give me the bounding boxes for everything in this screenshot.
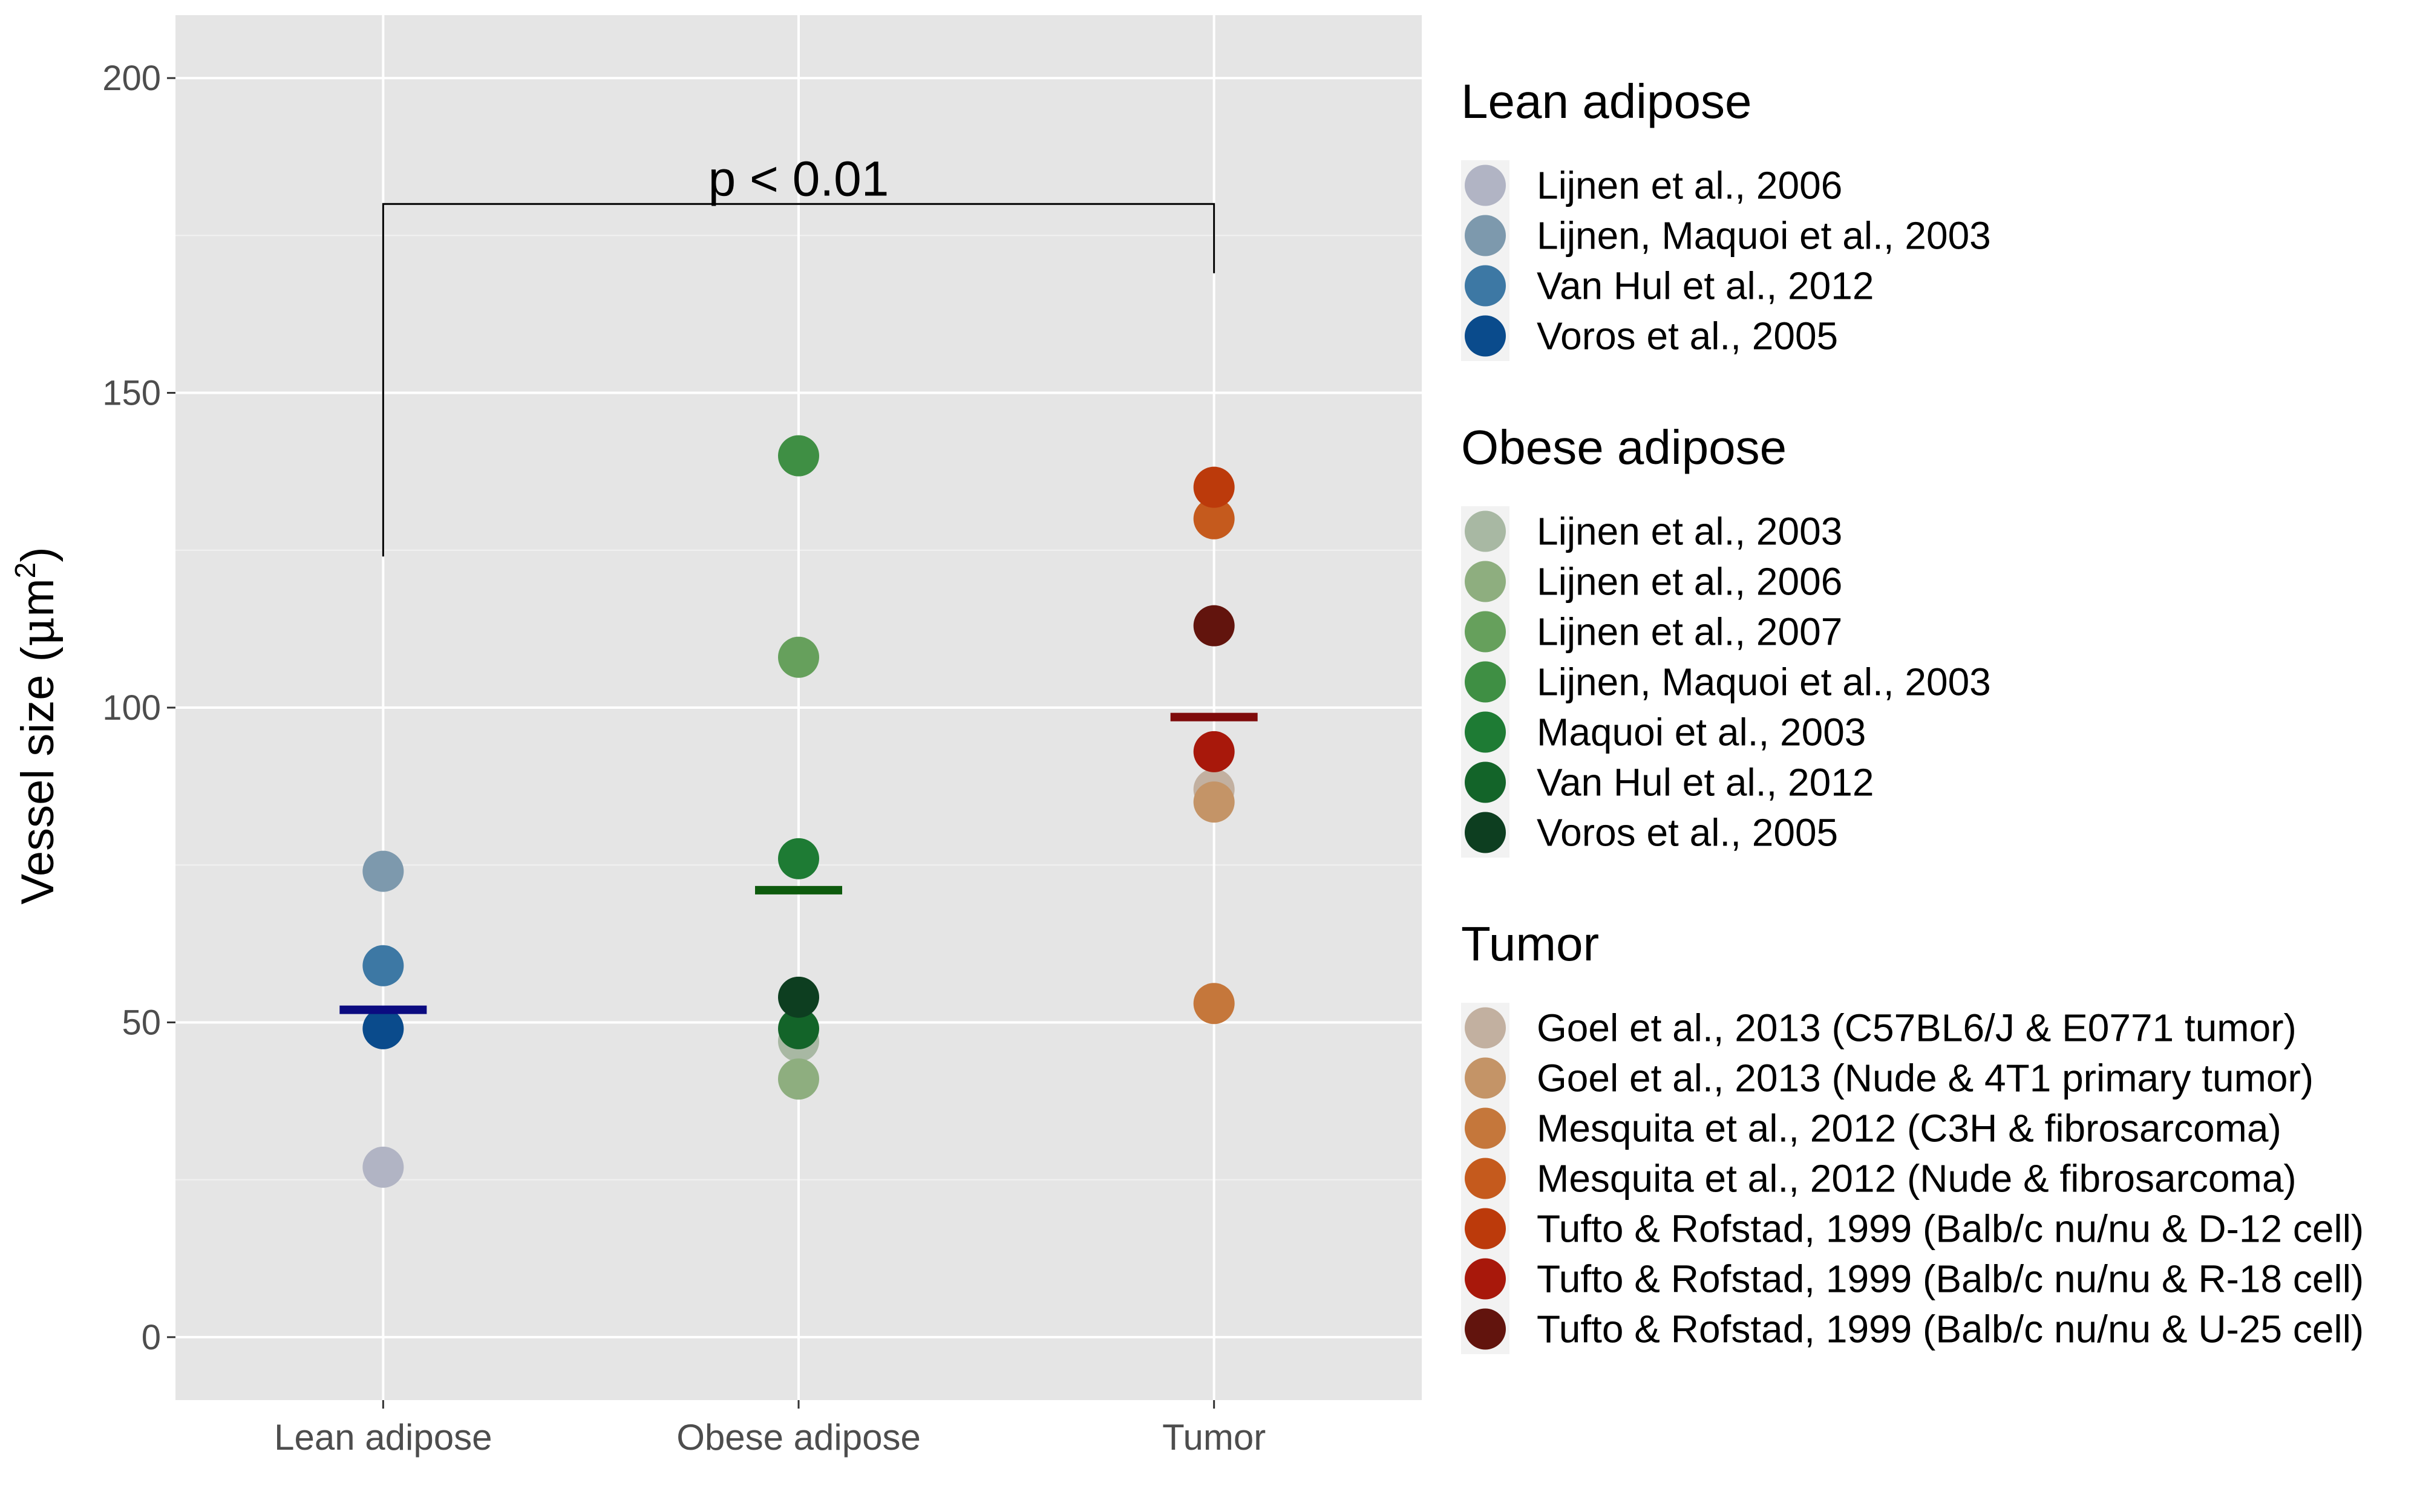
legend-entry-label: Maquoi et al., 2003 <box>1537 711 1866 754</box>
legend-key <box>1465 1007 1506 1049</box>
data-point <box>1193 781 1235 823</box>
y-axis-title-close: ) <box>12 547 64 562</box>
data-points <box>362 435 1235 1188</box>
data-point <box>778 636 819 678</box>
group-means <box>339 712 1258 1014</box>
y-axis: 0 50 100 150 200 <box>102 59 175 1357</box>
y-tick-label: 200 <box>102 59 161 98</box>
data-point <box>778 1008 819 1049</box>
legend-key <box>1465 315 1506 357</box>
data-point <box>778 1058 819 1100</box>
legend-key <box>1465 1107 1506 1149</box>
y-axis-title-main: Vessel size ( <box>12 647 64 905</box>
y-axis-title-mu: μ <box>10 617 64 647</box>
legend-entry-label: Lijnen et al., 2003 <box>1537 510 1842 553</box>
data-point <box>362 850 404 892</box>
legend-key <box>1465 165 1506 206</box>
legend-entry-label: Lijnen et al., 2006 <box>1537 560 1842 604</box>
data-point <box>362 1008 404 1049</box>
legend-key <box>1465 1308 1506 1350</box>
legend-entry-label: Lijnen et al., 2006 <box>1537 164 1842 207</box>
legend-entry-label: Van Hul et al., 2012 <box>1537 264 1874 308</box>
data-point <box>362 945 404 986</box>
legend-key <box>1465 761 1506 803</box>
legend-key <box>1465 1208 1506 1250</box>
x-tick-label: Tumor <box>1162 1417 1266 1458</box>
legend-entry-label: Tufto & Rofstad, 1999 (Balb/c nu/nu & U-… <box>1537 1308 2364 1351</box>
legend-key <box>1465 215 1506 256</box>
significance-label: p < 0.01 <box>708 151 889 206</box>
legend-key <box>1465 611 1506 653</box>
legend-entry-label: Lijnen et al., 2007 <box>1537 610 1842 654</box>
x-tick-label: Obese adipose <box>676 1417 921 1458</box>
legend-key <box>1465 1258 1506 1300</box>
legend-key <box>1465 661 1506 703</box>
x-axis: Lean adipose Obese adipose Tumor <box>274 1400 1266 1458</box>
legend-key <box>1465 1057 1506 1099</box>
data-point <box>1193 466 1235 508</box>
y-tick-label: 0 <box>142 1318 161 1357</box>
legend-title: Lean adipose <box>1461 74 1751 128</box>
significance-annotation: p < 0.01 <box>382 151 1215 557</box>
data-point <box>362 1146 404 1188</box>
y-axis-title-superscript: 2 <box>10 562 42 579</box>
y-tick-label: 100 <box>102 688 161 728</box>
legend-entry-label: Mesquita et al., 2012 (C3H & fibrosarcom… <box>1537 1107 2281 1150</box>
data-point <box>1193 983 1235 1025</box>
legend-key <box>1465 561 1506 602</box>
legend-title: Obese adipose <box>1461 420 1787 474</box>
legend-entry-label: Voros et al., 2005 <box>1537 811 1838 855</box>
legend-entry-label: Van Hul et al., 2012 <box>1537 761 1874 804</box>
data-point <box>778 976 819 1018</box>
y-tick-label: 50 <box>122 1003 161 1042</box>
legend-entry-label: Voros et al., 2005 <box>1537 314 1838 358</box>
data-point <box>1193 731 1235 772</box>
data-point <box>778 838 819 879</box>
legend: Lean adipose Lijnen et al., 2006 Lijnen, M… <box>1461 74 2364 1354</box>
y-axis-title-unit: m <box>12 578 64 616</box>
legend-entry-label: Tufto & Rofstad, 1999 (Balb/c nu/nu & R-… <box>1537 1257 2364 1301</box>
legend-title: Tumor <box>1461 917 1599 971</box>
legend-entry-label: Goel et al., 2013 (C57BL6/J & E0771 tumo… <box>1537 1006 2297 1050</box>
legend-entry-label: Lijnen, Maquoi et al., 2003 <box>1537 214 1991 258</box>
legend-entry-label: Tufto & Rofstad, 1999 (Balb/c nu/nu & D-… <box>1537 1207 2364 1251</box>
data-point <box>778 435 819 477</box>
y-tick-label: 150 <box>102 374 161 413</box>
data-point <box>1193 498 1235 539</box>
legend-key <box>1465 812 1506 853</box>
legend-entry-label: Mesquita et al., 2012 (Nude & fibrosarco… <box>1537 1157 2297 1201</box>
legend-key <box>1465 510 1506 552</box>
legend-entry-label: Goel et al., 2013 (Nude & 4T1 primary tu… <box>1537 1057 2314 1100</box>
legend-entry-label: Lijnen, Maquoi et al., 2003 <box>1537 660 1991 704</box>
legend-key <box>1465 265 1506 307</box>
y-axis-title: Vessel size (μm2) <box>10 547 64 904</box>
significance-bracket <box>382 203 1215 557</box>
x-tick-label: Lean adipose <box>274 1417 492 1458</box>
legend-key <box>1465 711 1506 753</box>
data-point <box>1193 605 1235 647</box>
legend-key <box>1465 1158 1506 1199</box>
